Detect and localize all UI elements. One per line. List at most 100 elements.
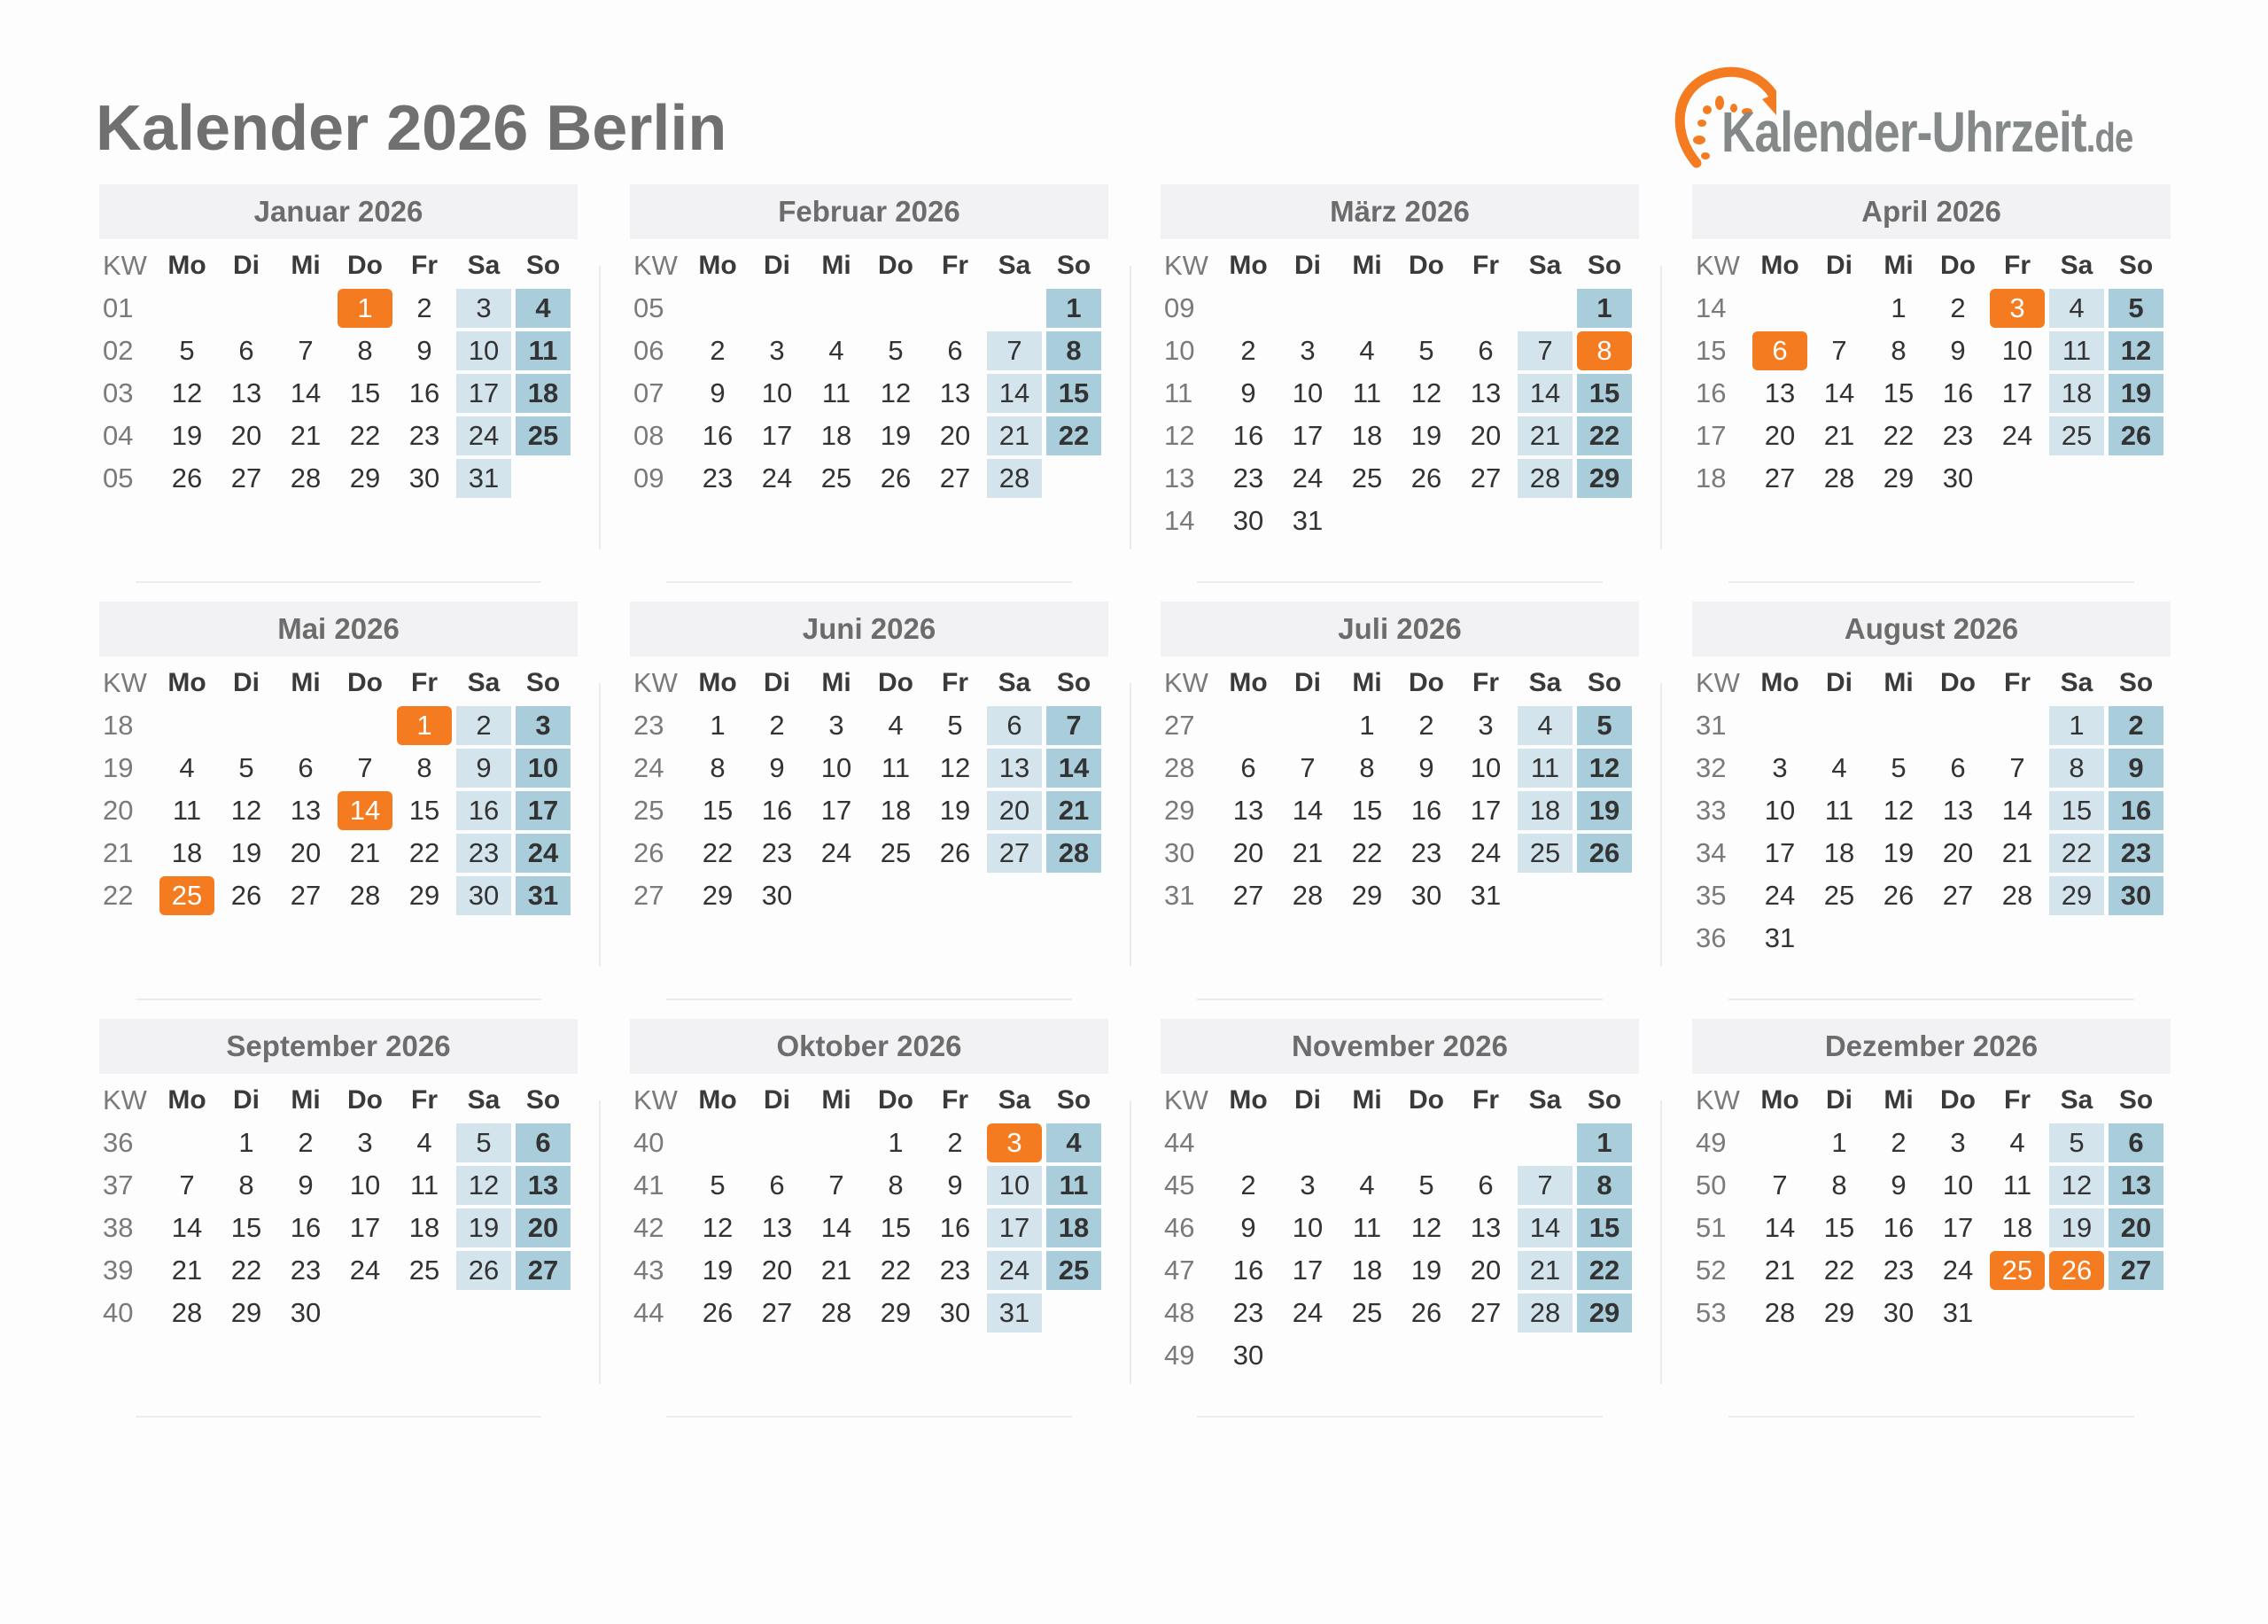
day-cell[interactable]: 1 xyxy=(1359,710,1375,741)
day-cell[interactable]: 5 xyxy=(2109,289,2163,328)
day-cell[interactable]: 29 xyxy=(408,880,440,911)
day-cell[interactable]: 22 xyxy=(880,1255,912,1286)
day-cell[interactable]: 2 xyxy=(947,1127,963,1158)
day-cell[interactable]: 3 xyxy=(456,289,511,328)
day-cell[interactable]: 10 xyxy=(2001,335,2033,366)
day-cell[interactable]: 27 xyxy=(987,834,1042,873)
day-cell[interactable]: 21 xyxy=(171,1255,203,1286)
day-cell[interactable]: 14 xyxy=(1518,1208,1573,1247)
day-cell[interactable]: 5 xyxy=(179,335,195,366)
day-cell[interactable]: 30 xyxy=(290,1297,322,1328)
day-cell[interactable]: 28 xyxy=(820,1297,852,1328)
day-cell[interactable]: 27 xyxy=(230,462,262,493)
day-cell[interactable]: 8 xyxy=(1359,752,1375,783)
day-cell[interactable]: 29 xyxy=(1577,459,1632,498)
day-cell[interactable]: 6 xyxy=(1950,752,1966,783)
day-cell[interactable]: 23 xyxy=(456,834,511,873)
day-cell[interactable]: 14 xyxy=(820,1212,852,1243)
day-cell[interactable]: 14 xyxy=(1518,374,1573,413)
day-cell[interactable]: 25 xyxy=(1823,880,1855,911)
day-cell[interactable]: 2 xyxy=(710,335,726,366)
day-cell[interactable]: 22 xyxy=(408,837,440,868)
day-cell[interactable]: 15 xyxy=(1351,795,1383,826)
day-cell[interactable]: 11 xyxy=(2002,1169,2032,1201)
day-cell[interactable]: 17 xyxy=(1292,420,1324,451)
day-cell[interactable]: 15 xyxy=(349,377,381,408)
day-cell[interactable]: 10 xyxy=(349,1169,381,1201)
day-cell[interactable]: 15 xyxy=(1883,377,1915,408)
day-cell[interactable]: 12 xyxy=(702,1212,734,1243)
day-cell[interactable]: 3 xyxy=(1772,752,1788,783)
day-cell[interactable]: 13 xyxy=(1470,377,1502,408)
day-cell[interactable]: 22 xyxy=(1577,416,1632,455)
day-cell[interactable]: 9 xyxy=(1418,752,1434,783)
day-cell[interactable]: 16 xyxy=(761,795,793,826)
day-cell[interactable]: 24 xyxy=(1292,1297,1324,1328)
day-cell[interactable]: 24 xyxy=(349,1255,381,1286)
day-cell[interactable]: 5 xyxy=(710,1169,726,1201)
day-cell[interactable]: 5 xyxy=(238,752,254,783)
day-cell[interactable]: 6 xyxy=(987,706,1042,745)
day-cell[interactable]: 10 xyxy=(1292,1212,1324,1243)
day-cell[interactable]: 16 xyxy=(1942,377,1974,408)
day-cell[interactable]: 23 xyxy=(1883,1255,1915,1286)
day-cell[interactable]: 29 xyxy=(880,1297,912,1328)
holiday-day-cell[interactable]: 8 xyxy=(1577,331,1632,370)
day-cell[interactable]: 21 xyxy=(1823,420,1855,451)
day-cell[interactable]: 26 xyxy=(1410,462,1442,493)
day-cell[interactable]: 2 xyxy=(456,706,511,745)
day-cell[interactable]: 14 xyxy=(987,374,1042,413)
day-cell[interactable]: 2 xyxy=(1418,710,1434,741)
day-cell[interactable]: 10 xyxy=(1764,795,1796,826)
day-cell[interactable]: 19 xyxy=(1410,420,1442,451)
day-cell[interactable]: 5 xyxy=(1891,752,1907,783)
day-cell[interactable]: 8 xyxy=(888,1169,904,1201)
day-cell[interactable]: 4 xyxy=(1359,335,1375,366)
day-cell[interactable]: 7 xyxy=(1831,335,1847,366)
day-cell[interactable]: 19 xyxy=(1883,837,1915,868)
day-cell[interactable]: 7 xyxy=(1518,1166,1573,1205)
day-cell[interactable]: 2 xyxy=(769,710,785,741)
day-cell[interactable]: 25 xyxy=(880,837,912,868)
day-cell[interactable]: 3 xyxy=(1300,1169,1316,1201)
day-cell[interactable]: 4 xyxy=(1046,1123,1101,1162)
day-cell[interactable]: 1 xyxy=(1831,1127,1847,1158)
day-cell[interactable]: 5 xyxy=(888,335,904,366)
day-cell[interactable]: 19 xyxy=(880,420,912,451)
day-cell[interactable]: 31 xyxy=(1764,922,1796,953)
day-cell[interactable]: 19 xyxy=(2109,374,2163,413)
day-cell[interactable]: 13 xyxy=(516,1166,571,1205)
day-cell[interactable]: 16 xyxy=(2109,791,2163,830)
day-cell[interactable]: 21 xyxy=(1046,791,1101,830)
day-cell[interactable]: 11 xyxy=(2049,331,2104,370)
day-cell[interactable]: 23 xyxy=(1410,837,1442,868)
day-cell[interactable]: 28 xyxy=(1518,459,1573,498)
day-cell[interactable]: 18 xyxy=(408,1212,440,1243)
day-cell[interactable]: 13 xyxy=(939,377,971,408)
day-cell[interactable]: 11 xyxy=(1352,377,1382,408)
day-cell[interactable]: 11 xyxy=(172,795,202,826)
day-cell[interactable]: 23 xyxy=(1942,420,1974,451)
day-cell[interactable]: 25 xyxy=(1351,462,1383,493)
day-cell[interactable]: 26 xyxy=(939,837,971,868)
day-cell[interactable]: 24 xyxy=(1292,462,1324,493)
day-cell[interactable]: 30 xyxy=(1232,1340,1264,1371)
day-cell[interactable]: 1 xyxy=(1046,289,1101,328)
day-cell[interactable]: 4 xyxy=(179,752,195,783)
day-cell[interactable]: 12 xyxy=(2049,1166,2104,1205)
day-cell[interactable]: 20 xyxy=(1764,420,1796,451)
holiday-day-cell[interactable]: 1 xyxy=(338,289,392,328)
day-cell[interactable]: 19 xyxy=(171,420,203,451)
day-cell[interactable]: 27 xyxy=(2109,1251,2163,1290)
day-cell[interactable]: 7 xyxy=(1772,1169,1788,1201)
day-cell[interactable]: 31 xyxy=(1942,1297,1974,1328)
day-cell[interactable]: 6 xyxy=(1240,752,1256,783)
day-cell[interactable]: 20 xyxy=(290,837,322,868)
holiday-day-cell[interactable]: 25 xyxy=(159,876,214,915)
day-cell[interactable]: 19 xyxy=(939,795,971,826)
day-cell[interactable]: 20 xyxy=(1470,1255,1502,1286)
holiday-day-cell[interactable]: 1 xyxy=(397,706,452,745)
day-cell[interactable]: 21 xyxy=(2001,837,2033,868)
day-cell[interactable]: 20 xyxy=(761,1255,793,1286)
day-cell[interactable]: 31 xyxy=(987,1294,1042,1333)
